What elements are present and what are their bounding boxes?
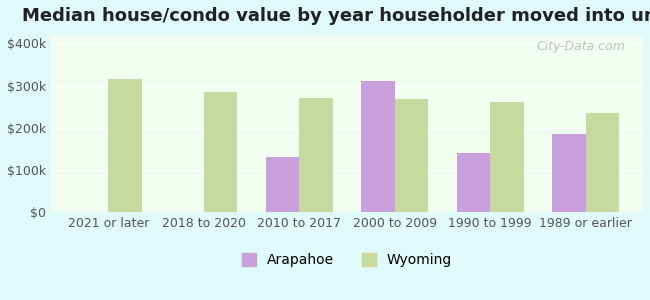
Legend: Arapahoe, Wyoming: Arapahoe, Wyoming [237,248,458,273]
Bar [586,113,619,212]
Bar [490,102,524,212]
Bar [552,134,586,212]
Bar [266,157,299,212]
Bar [361,81,395,212]
Bar [109,79,142,212]
Title: Median house/condo value by year householder moved into unit: Median house/condo value by year househo… [22,7,650,25]
Bar [395,99,428,212]
Bar [203,92,237,212]
Bar [457,153,490,212]
Bar [299,98,333,212]
Text: City-Data.com: City-Data.com [536,40,625,53]
